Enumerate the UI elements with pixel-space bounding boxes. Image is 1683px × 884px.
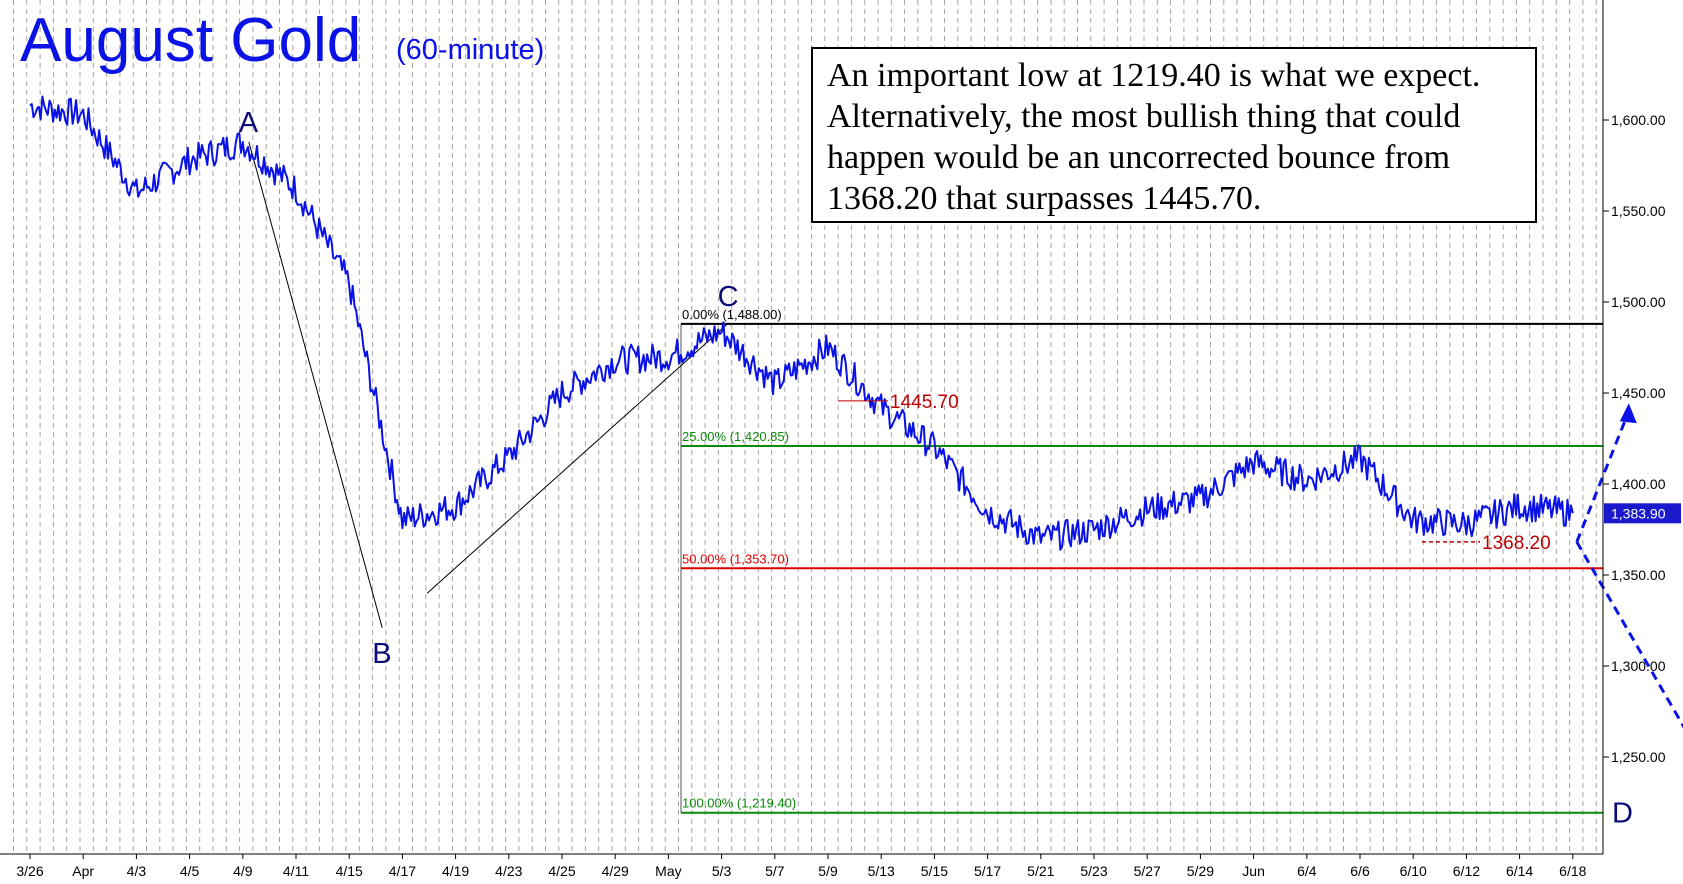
annotation-note: An important low at 1219.40 is what we e…: [811, 47, 1537, 223]
x-axis: 3/26 Apr 4/3 4/5 4/9 4/11 4/15 4/17 4/19 4/23 4/25…: [16, 854, 1587, 879]
x-tick-label: 4/17: [389, 863, 416, 879]
x-tick-label: 5/17: [974, 863, 1001, 879]
x-tick-label: 6/10: [1400, 863, 1427, 879]
wave-labels: A B C D: [239, 107, 1633, 830]
y-tick-label: 1,250.00: [1611, 749, 1666, 765]
x-tick-label: 5/13: [868, 863, 895, 879]
x-tick-label: 4/3: [127, 863, 147, 879]
level-markers: 1445.70 1368.20: [838, 392, 1551, 554]
fib-level-label: 50.00% (1,353.70): [682, 551, 789, 566]
x-tick-label: 5/3: [712, 863, 732, 879]
x-tick-label: 5/7: [765, 863, 785, 879]
wave-label-d: D: [1612, 798, 1633, 830]
x-tick-label: 4/29: [602, 863, 629, 879]
forecast-arrows: [1575, 403, 1683, 729]
x-tick-label: 6/12: [1453, 863, 1480, 879]
wave-lines: [248, 141, 728, 628]
y-tick-label: 1,500.00: [1611, 294, 1666, 310]
x-tick-label: 5/21: [1027, 863, 1054, 879]
x-tick-label: 3/26: [16, 863, 43, 879]
fibonacci-levels: 0.00% (1,488.00) 25.00% (1,420.85) 50.00% …: [680, 307, 1603, 814]
fib-level-label: 0.00% (1,488.00): [682, 307, 782, 322]
bullish-arrow-head: [1619, 403, 1637, 424]
marker-label-upper: 1445.70: [890, 392, 959, 413]
x-tick-label: Jun: [1242, 863, 1265, 879]
x-tick-label: 6/18: [1559, 863, 1586, 879]
x-tick-label: 5/9: [818, 863, 838, 879]
wave-label-b: B: [372, 638, 391, 670]
wave-label-c: C: [718, 281, 739, 313]
last-price-label: 1,383.90: [1611, 505, 1666, 521]
y-tick-label: 1,450.00: [1611, 385, 1666, 401]
fib-level-label: 25.00% (1,420.85): [682, 429, 789, 444]
x-tick-label: 4/11: [283, 863, 309, 879]
y-axis: 1,600.00 1,550.00 1,500.00 1,450.00 1,400.00…: [1603, 112, 1681, 765]
x-tick-label: 4/25: [548, 863, 575, 879]
x-tick-label: 5/15: [921, 863, 948, 879]
y-tick-label: 1,550.00: [1611, 203, 1666, 219]
chart-title: August Gold: [20, 6, 362, 75]
x-tick-label: 4/5: [180, 863, 200, 879]
x-tick-label: 4/19: [442, 863, 469, 879]
x-tick-label: 5/27: [1134, 863, 1161, 879]
y-tick-label: 1,600.00: [1611, 112, 1666, 128]
bearish-forecast-arrow: [1575, 541, 1683, 729]
x-tick-label: 5/23: [1080, 863, 1107, 879]
bullish-forecast-arrow: [1575, 410, 1631, 543]
x-tick-label: 6/4: [1297, 863, 1317, 879]
price-series: [29, 95, 1574, 551]
x-tick-label: Apr: [72, 863, 94, 879]
x-tick-label: 4/15: [336, 863, 363, 879]
wave-label-a: A: [239, 107, 259, 139]
wave-ab-line: [248, 141, 383, 628]
marker-label-lower: 1368.20: [1482, 533, 1551, 554]
x-tick-label: May: [655, 863, 681, 879]
x-tick-label: 5/29: [1187, 863, 1214, 879]
x-tick-label: 4/9: [233, 863, 253, 879]
x-tick-label: 6/14: [1506, 863, 1533, 879]
fib-level-label: 100.00% (1,219.40): [682, 796, 796, 811]
x-tick-label: 4/23: [495, 863, 522, 879]
grid: [13, 0, 1597, 854]
price-line: [29, 95, 1574, 551]
y-tick-label: 1,350.00: [1611, 567, 1666, 583]
last-price-box: [1604, 503, 1681, 524]
x-tick-label: 6/6: [1350, 863, 1370, 879]
wave-bc-line: [426, 323, 728, 594]
y-tick-label: 1,300.00: [1611, 658, 1666, 674]
chart-subtitle: (60-minute): [396, 34, 545, 66]
y-tick-label: 1,400.00: [1611, 476, 1666, 492]
